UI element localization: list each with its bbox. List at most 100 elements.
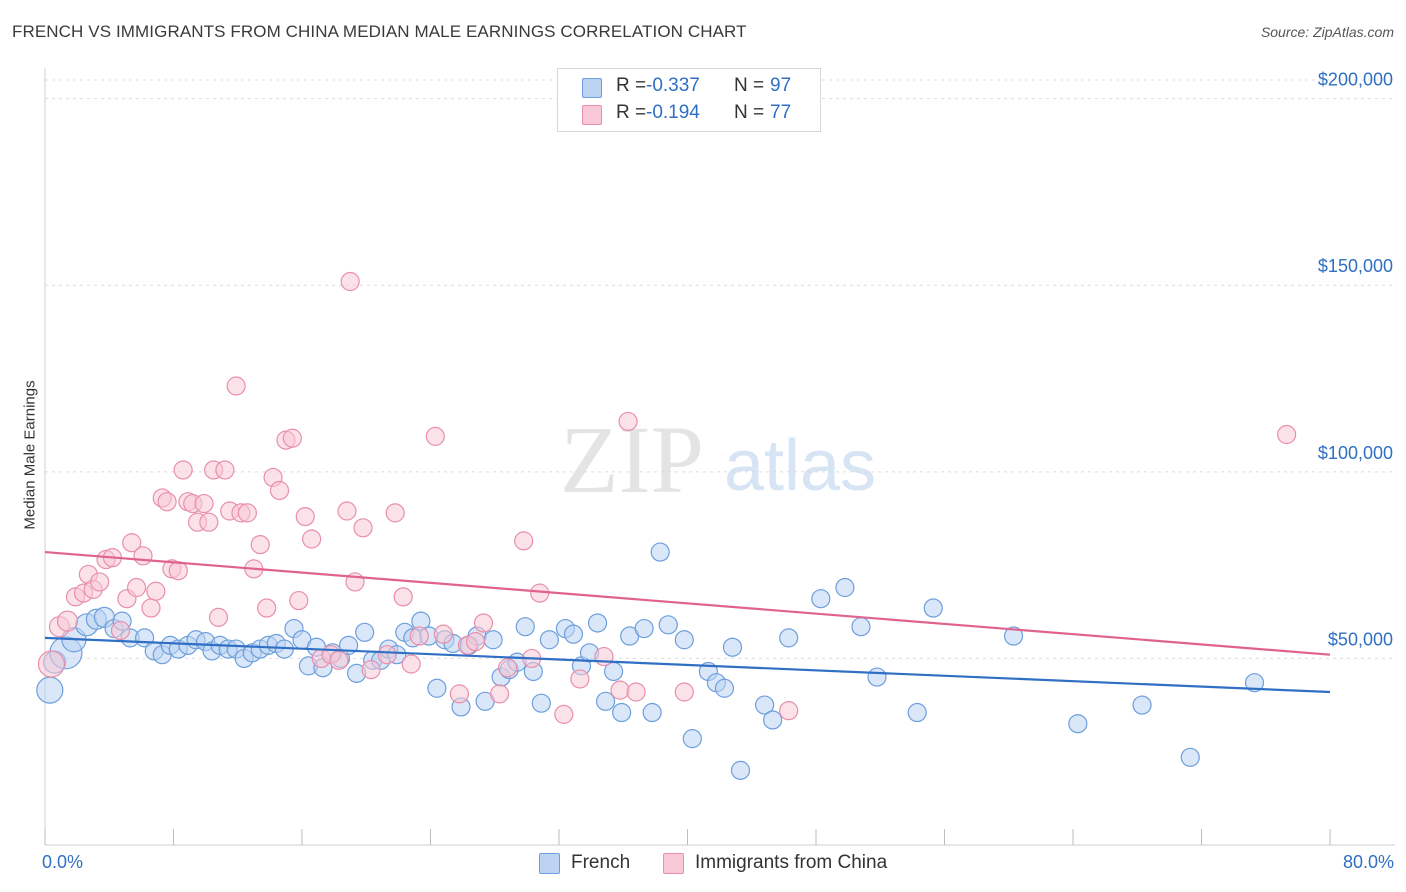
china-point [126, 577, 147, 598]
french-point [595, 691, 616, 711]
china-point [1277, 424, 1297, 445]
legend-label-french: French [571, 852, 631, 873]
china-point [37, 650, 66, 678]
french-point [612, 702, 632, 723]
french-point [730, 760, 751, 780]
china-point [393, 587, 413, 607]
china-point [353, 518, 373, 538]
chart-source: Source: ZipAtlas.com [1260, 24, 1394, 40]
watermark: ZIP atlas [560, 406, 876, 513]
axes [44, 68, 1395, 846]
china-point [626, 682, 646, 702]
y-tick-label: $150,000 [1318, 256, 1393, 276]
n-label: N = [734, 102, 765, 123]
china-trendline [44, 550, 1331, 656]
china-point [425, 426, 445, 446]
r-value: -0.194 [646, 102, 700, 123]
french-point [36, 676, 64, 704]
french-point [515, 617, 535, 637]
china-point [361, 660, 381, 680]
french-point [634, 618, 654, 639]
china-point [433, 624, 453, 644]
trendlines [44, 550, 1331, 694]
china-point [570, 669, 590, 689]
china-point [465, 632, 486, 652]
china-point [257, 598, 277, 618]
french-point [1132, 695, 1152, 715]
french-point [722, 637, 743, 657]
french-point [355, 622, 375, 642]
french-point [811, 589, 831, 609]
y-tick-label: $200,000 [1318, 70, 1393, 90]
china-point [385, 503, 405, 523]
french-point [483, 630, 503, 650]
french-point [563, 624, 584, 644]
china-point [340, 271, 360, 292]
n-value: 77 [770, 102, 792, 123]
watermark-atlas: atlas [724, 426, 876, 506]
china-point [594, 646, 614, 667]
china-point [554, 704, 574, 724]
china-point [215, 460, 235, 480]
r-value: -0.337 [646, 75, 700, 96]
china-point [282, 428, 302, 448]
china-point [618, 411, 638, 432]
french-point [650, 542, 670, 562]
china-point [168, 561, 188, 581]
french-point [427, 678, 447, 698]
china-point [194, 493, 214, 514]
china-point [122, 533, 142, 553]
legend-stats: R = -0.337 N = 97 R = -0.194 N = 77 [557, 68, 821, 132]
n-value: 97 [770, 75, 792, 96]
y-tick-labels: $50,000 $100,000 $150,000 $200,000 [1318, 70, 1393, 650]
china-point [269, 480, 290, 501]
china-point [157, 492, 177, 512]
french-point [531, 693, 551, 713]
china-point [674, 682, 694, 702]
french-point [682, 729, 702, 749]
french-swatch [582, 78, 602, 98]
china-point [199, 512, 219, 532]
china-point [208, 607, 229, 627]
china-point [302, 529, 322, 549]
china-points [37, 271, 1297, 724]
y-tick-label: $50,000 [1328, 629, 1393, 649]
n-label: N = [734, 75, 765, 96]
china-swatch [582, 105, 602, 125]
french-trendline [44, 636, 1331, 694]
french-point [754, 695, 775, 715]
french-point [658, 615, 678, 635]
x-tick-label-min: 0.0% [42, 852, 84, 872]
french-point [1180, 747, 1200, 767]
legend-label-china: Immigrants from China [695, 852, 888, 873]
french-point [851, 617, 871, 637]
french-point [714, 678, 735, 698]
china-point [337, 501, 357, 521]
china-point [409, 626, 429, 646]
french-point [763, 710, 783, 730]
china-point [226, 376, 246, 396]
china-point [146, 581, 166, 601]
chart-title: FRENCH VS IMMIGRANTS FROM CHINA MEDIAN M… [12, 22, 747, 41]
french-point [539, 630, 559, 650]
french-point [779, 628, 799, 648]
china-point [401, 654, 421, 674]
french-point [867, 667, 887, 687]
french-point [1003, 626, 1024, 646]
french-point [923, 598, 943, 618]
french-point [835, 577, 855, 598]
china-point [90, 572, 110, 592]
french-point [907, 702, 927, 723]
french-swatch [539, 853, 560, 874]
china-point [250, 534, 270, 555]
china-point [779, 701, 799, 721]
china-point [514, 531, 534, 551]
china-point [289, 590, 309, 611]
french-point [674, 630, 694, 650]
china-point [141, 598, 161, 618]
r-label: R = [616, 75, 647, 96]
china-point [473, 613, 494, 633]
china-point [133, 546, 153, 566]
china-point [449, 684, 470, 704]
